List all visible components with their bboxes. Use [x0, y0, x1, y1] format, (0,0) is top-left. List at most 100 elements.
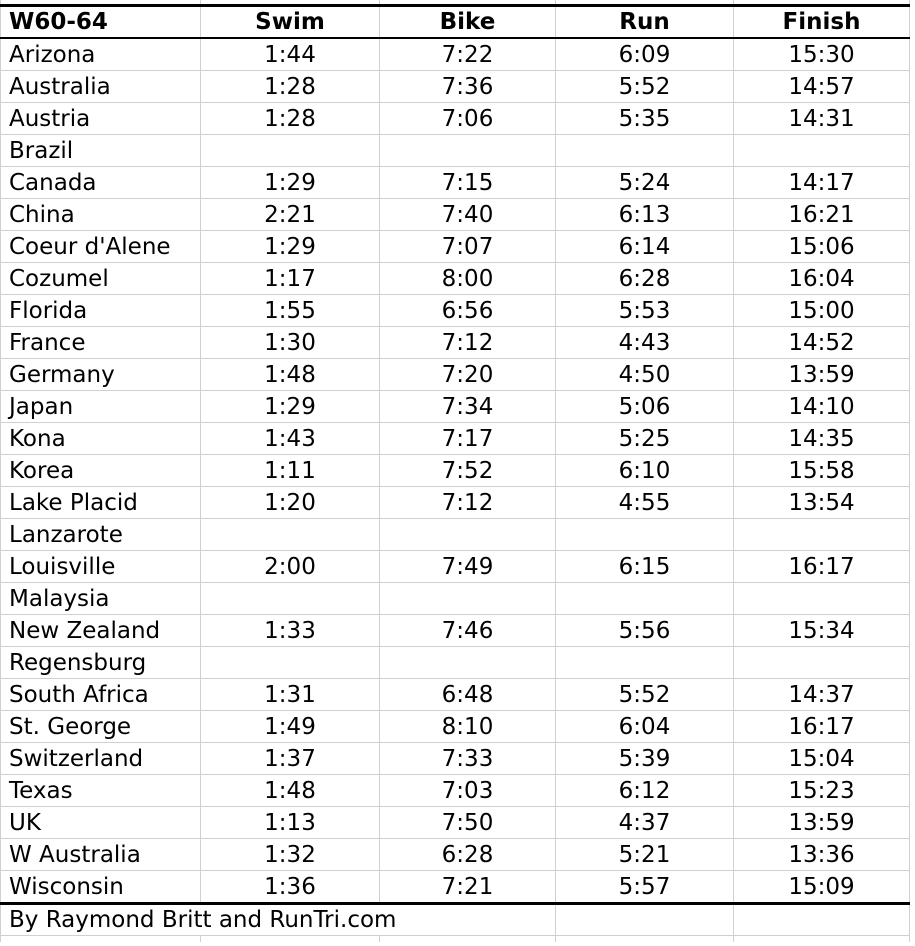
table-row: Arizona 1:44 7:22 6:09 15:30 [0, 38, 910, 71]
swim-cell: 1:30 [200, 326, 380, 359]
finish-cell: 14:37 [733, 678, 910, 711]
run-cell: 4:55 [555, 486, 734, 519]
table-row: Wisconsin 1:36 7:21 5:57 15:09 [0, 870, 910, 904]
table-row: Brazil [0, 134, 910, 167]
location-cell: Texas [0, 774, 201, 807]
table-row: Lanzarote [0, 518, 910, 551]
table-row: Coeur d'Alene 1:29 7:07 6:14 15:06 [0, 230, 910, 263]
finish-cell: 15:58 [733, 454, 910, 487]
swim-cell: 1:17 [200, 262, 380, 295]
bike-cell: 7:15 [379, 166, 556, 199]
swim-cell: 1:20 [200, 486, 380, 519]
location-cell: W Australia [0, 838, 201, 871]
bike-cell: 7:21 [379, 870, 556, 904]
bike-cell [379, 646, 556, 679]
finish-cell: 14:17 [733, 166, 910, 199]
bike-cell [379, 582, 556, 615]
table-row: UK 1:13 7:50 4:37 13:59 [0, 806, 910, 839]
location-cell: South Africa [0, 678, 201, 711]
run-cell: 6:09 [555, 38, 734, 71]
table-row: Japan 1:29 7:34 5:06 14:10 [0, 390, 910, 423]
bike-cell: 7:52 [379, 454, 556, 487]
location-cell: Regensburg [0, 646, 201, 679]
run-cell: 5:21 [555, 838, 734, 871]
location-cell: Louisville [0, 550, 201, 583]
run-cell: 5:06 [555, 390, 734, 423]
table-row: Lake Placid 1:20 7:12 4:55 13:54 [0, 486, 910, 519]
grid-cell [1, 936, 201, 943]
location-cell: Germany [0, 358, 201, 391]
bottom-partial-row [1, 935, 910, 943]
finish-cell: 14:35 [733, 422, 910, 455]
location-cell: New Zealand [0, 614, 201, 647]
table-row: Switzerland 1:37 7:33 5:39 15:04 [0, 742, 910, 775]
table-row: France 1:30 7:12 4:43 14:52 [0, 326, 910, 359]
header-row: W60-64 Swim Bike Run Finish [0, 4, 910, 39]
swim-cell [200, 134, 380, 167]
table-row: Australia 1:28 7:36 5:52 14:57 [0, 70, 910, 103]
column-header-bike: Bike [379, 4, 556, 39]
table-row: Florida 1:55 6:56 5:53 15:00 [0, 294, 910, 327]
swim-cell [200, 518, 380, 551]
run-cell: 5:53 [555, 294, 734, 327]
table-footer: By Raymond Britt and RunTri.com [0, 902, 910, 943]
bike-cell: 7:46 [379, 614, 556, 647]
table-row: Texas 1:48 7:03 6:12 15:23 [0, 774, 910, 807]
run-cell: 4:50 [555, 358, 734, 391]
bike-cell: 7:50 [379, 806, 556, 839]
location-cell: Switzerland [0, 742, 201, 775]
finish-cell [733, 646, 910, 679]
bike-cell: 7:12 [379, 486, 556, 519]
bike-cell: 7:22 [379, 38, 556, 71]
run-cell: 6:10 [555, 454, 734, 487]
grid-cell [733, 0, 910, 6]
run-cell [555, 582, 734, 615]
bike-cell: 8:10 [379, 710, 556, 743]
finish-cell: 14:10 [733, 390, 910, 423]
run-cell: 4:43 [555, 326, 734, 359]
swim-cell: 1:37 [200, 742, 380, 775]
location-cell: Brazil [0, 134, 201, 167]
finish-cell [733, 582, 910, 615]
swim-cell: 1:43 [200, 422, 380, 455]
finish-cell: 16:17 [733, 550, 910, 583]
table-row: W Australia 1:32 6:28 5:21 13:36 [0, 838, 910, 871]
table-body: Arizona 1:44 7:22 6:09 15:30 Australia 1:28 7:3… [0, 38, 910, 904]
table-row: Austria 1:28 7:06 5:35 14:31 [0, 102, 910, 135]
run-cell: 5:57 [555, 870, 734, 904]
location-cell: UK [0, 806, 201, 839]
table-row: St. George 1:49 8:10 6:04 16:17 [0, 710, 910, 743]
grid-cell [379, 0, 556, 6]
bike-cell: 7:07 [379, 230, 556, 263]
location-cell: St. George [0, 710, 201, 743]
finish-cell: 15:04 [733, 742, 910, 775]
swim-cell: 1:36 [200, 870, 380, 904]
empty-cell [733, 902, 910, 936]
swim-cell: 2:21 [200, 198, 380, 231]
column-header-group: W60-64 [0, 4, 201, 39]
column-header-run: Run [555, 4, 734, 39]
location-cell: Lanzarote [0, 518, 201, 551]
table-row: Korea 1:11 7:52 6:10 15:58 [0, 454, 910, 487]
run-cell: 6:04 [555, 710, 734, 743]
swim-cell [200, 646, 380, 679]
run-cell [555, 518, 734, 551]
location-cell: China [0, 198, 201, 231]
bike-cell: 7:20 [379, 358, 556, 391]
table-row: Germany 1:48 7:20 4:50 13:59 [0, 358, 910, 391]
swim-cell: 1:32 [200, 838, 380, 871]
finish-cell [733, 518, 910, 551]
bike-cell: 6:56 [379, 294, 556, 327]
finish-cell: 14:31 [733, 102, 910, 135]
run-cell: 5:24 [555, 166, 734, 199]
table-row: Canada 1:29 7:15 5:24 14:17 [0, 166, 910, 199]
grid-cell [200, 935, 380, 942]
grid-cell [555, 0, 734, 6]
table-header: W60-64 Swim Bike Run Finish [0, 0, 910, 39]
swim-cell [200, 582, 380, 615]
swim-cell: 1:13 [200, 806, 380, 839]
run-cell: 5:25 [555, 422, 734, 455]
finish-cell: 16:17 [733, 710, 910, 743]
location-cell: Japan [0, 390, 201, 423]
bike-cell: 6:28 [379, 838, 556, 871]
